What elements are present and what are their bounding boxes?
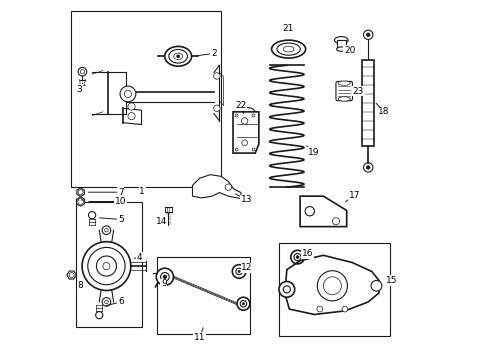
Text: 18: 18 [377,107,388,116]
Text: 7: 7 [118,188,123,197]
Circle shape [163,275,166,279]
Circle shape [237,297,249,310]
Circle shape [213,73,220,79]
Text: 16: 16 [301,249,312,258]
Text: 12: 12 [241,264,252,273]
Polygon shape [77,188,84,197]
Ellipse shape [271,40,305,58]
Text: 20: 20 [343,46,355,55]
Polygon shape [233,112,258,153]
Bar [278,243,389,336]
Text: 19: 19 [307,148,319,157]
Bar [76,202,142,327]
Text: 8: 8 [78,281,83,290]
Bar [70,12,221,187]
Bar [156,257,249,334]
Text: 9: 9 [161,279,166,288]
Polygon shape [77,197,84,206]
Text: 23: 23 [352,86,364,95]
Circle shape [102,298,110,306]
Circle shape [278,282,294,297]
Text: 17: 17 [348,190,360,199]
Text: 2: 2 [211,49,216,58]
Circle shape [128,113,135,120]
Text: 6: 6 [118,297,123,306]
Circle shape [176,55,179,58]
Text: 11: 11 [194,333,205,342]
Circle shape [102,226,110,234]
Text: 13: 13 [240,195,251,204]
Bar [362,60,373,146]
Text: 5: 5 [118,215,123,224]
Circle shape [332,218,339,225]
Ellipse shape [164,46,191,66]
Circle shape [120,86,136,102]
FancyBboxPatch shape [335,81,352,101]
Circle shape [213,105,220,112]
Circle shape [238,270,240,273]
Circle shape [82,242,131,291]
Circle shape [296,256,298,258]
Circle shape [316,306,322,312]
Polygon shape [285,255,378,315]
Circle shape [242,303,244,305]
Text: 4: 4 [137,253,142,262]
Circle shape [241,140,247,146]
Polygon shape [67,271,76,279]
Circle shape [305,207,314,216]
Polygon shape [300,196,346,226]
Circle shape [341,306,347,312]
Circle shape [224,184,231,190]
Text: 21: 21 [282,24,293,33]
Circle shape [128,103,135,110]
Text: 10: 10 [115,197,126,206]
Circle shape [370,280,381,291]
Text: 22: 22 [235,101,246,110]
Text: 1: 1 [139,187,145,196]
Text: 14: 14 [155,217,166,226]
Text: 15: 15 [385,276,396,285]
Bar [336,40,346,49]
Polygon shape [192,175,241,199]
Circle shape [317,271,346,301]
Ellipse shape [336,47,346,51]
Ellipse shape [337,97,349,101]
Circle shape [366,33,369,37]
Ellipse shape [334,37,347,44]
Circle shape [366,166,369,169]
Circle shape [156,268,173,285]
Ellipse shape [337,81,349,85]
Circle shape [241,118,247,124]
Text: 3: 3 [77,85,82,94]
